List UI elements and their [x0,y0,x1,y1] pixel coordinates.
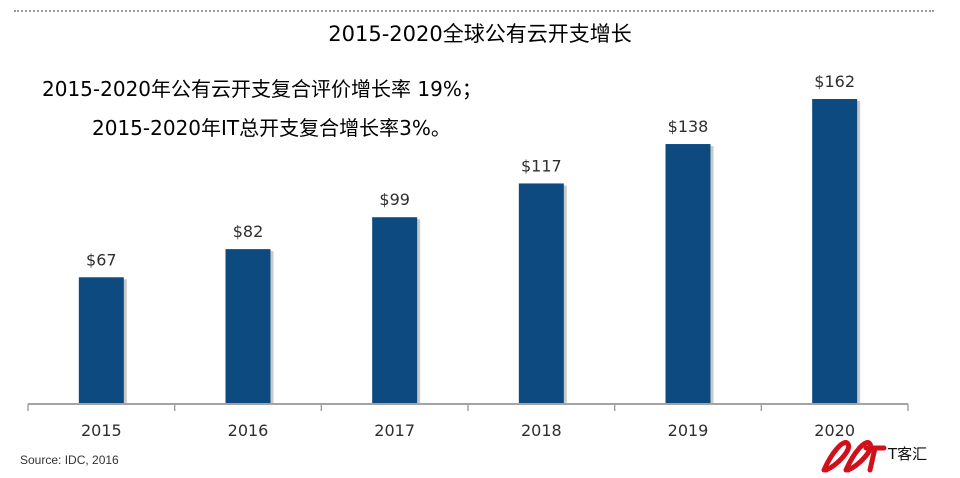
annotation-it-spend-cagr: 2015-2020年IT总开支复合增长率3%。 [92,116,451,140]
t-kehui-logo: T客汇 [821,440,927,473]
x-tick-label-2017: 2017 [374,421,415,440]
bar-2020 [812,99,858,403]
chart-title: 2015-2020全球公有云开支增长 [328,22,632,46]
x-tick-label-2018: 2018 [521,421,562,440]
bar-2016 [225,249,271,403]
data-label-2017: $99 [379,190,410,209]
x-tick-label-2016: 2016 [228,421,269,440]
bar-2019 [665,144,711,403]
x-tick-label-2020: 2020 [814,421,855,440]
bar-2018 [518,183,564,403]
bar-2015 [78,277,124,403]
data-label-2016: $82 [233,222,264,241]
data-label-2019: $138 [668,117,709,136]
data-label-2015: $67 [86,250,117,269]
x-tick-label-2019: 2019 [668,421,709,440]
top-dotted-rule [14,10,934,12]
source-note: Source: IDC, 2016 [20,453,119,467]
svg-text:T客汇: T客汇 [887,445,927,463]
data-label-2018: $117 [521,156,562,175]
x-tick-label-2015: 2015 [81,421,122,440]
data-label-2020: $162 [814,72,855,91]
annotation-public-cloud-cagr: 2015-2020年公有云开支复合评价增长率 19%； [42,77,482,101]
bar-2017 [372,217,418,403]
